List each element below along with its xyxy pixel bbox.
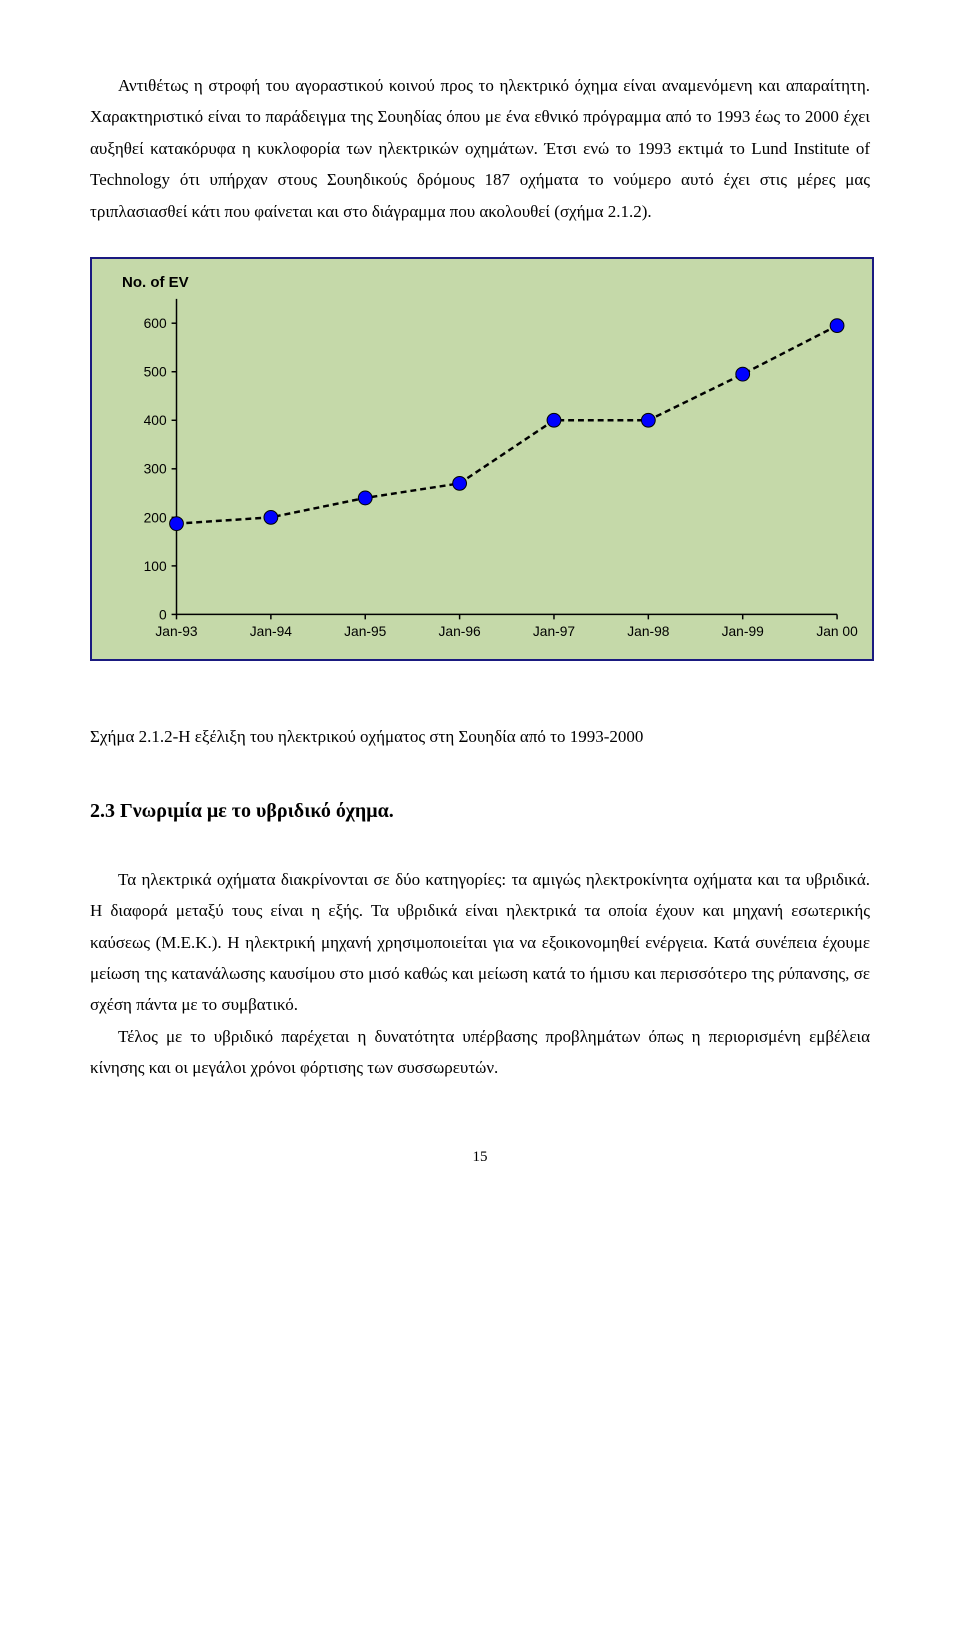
x-tick-label: Jan-98 xyxy=(627,624,670,639)
chart-container: No. of EV 0 100 200 300 400 500 600 Jan-93 Jan-9… xyxy=(90,257,874,661)
y-tick-label: 200 xyxy=(144,510,167,525)
x-tick-label: Jan 00 xyxy=(816,624,858,639)
y-tick-label: 100 xyxy=(144,559,167,574)
body-paragraph-1: Αντιθέτως η στροφή του αγοραστικού κοινο… xyxy=(90,70,870,227)
chart-y-axis-title: No. of EV xyxy=(122,269,189,297)
chart-marker xyxy=(830,319,844,333)
page-number: 15 xyxy=(90,1144,870,1172)
y-tick-label: 500 xyxy=(144,365,167,380)
chart-marker xyxy=(453,477,467,491)
body-paragraph-2: Τα ηλεκτρικά οχήματα διακρίνονται σε δύο… xyxy=(90,864,870,1021)
x-tick-label: Jan-94 xyxy=(250,624,293,639)
chart-line xyxy=(177,326,838,524)
chart-plot-area: No. of EV 0 100 200 300 400 500 600 Jan-93 Jan-9… xyxy=(102,269,862,649)
chart-marker xyxy=(736,367,750,381)
body-paragraph-3: Τέλος με το υβριδικό παρέχεται η δυνατότ… xyxy=(90,1021,870,1084)
chart-marker xyxy=(170,517,184,531)
x-tick-label: Jan-96 xyxy=(439,624,482,639)
chart-marker xyxy=(641,414,655,428)
y-tick-label: 600 xyxy=(144,316,167,331)
chart-caption: Σχήμα 2.1.2-Η εξέλιξη του ηλεκτρικού οχή… xyxy=(90,721,870,752)
chart-marker xyxy=(264,511,278,525)
x-tick-label: Jan-95 xyxy=(344,624,387,639)
chart-marker xyxy=(358,491,372,505)
x-tick-label: Jan-99 xyxy=(722,624,765,639)
y-tick-label: 0 xyxy=(159,608,167,623)
chart-marker xyxy=(547,414,561,428)
section-heading: 2.3 Γνωριμία με το υβριδικό όχημα. xyxy=(90,793,870,830)
y-tick-label: 300 xyxy=(144,462,167,477)
chart-svg: 0 100 200 300 400 500 600 Jan-93 Jan-94 Jan-95 Jan… xyxy=(122,294,862,644)
y-tick-label: 400 xyxy=(144,413,167,428)
x-tick-label: Jan-93 xyxy=(155,624,198,639)
x-tick-label: Jan-97 xyxy=(533,624,575,639)
